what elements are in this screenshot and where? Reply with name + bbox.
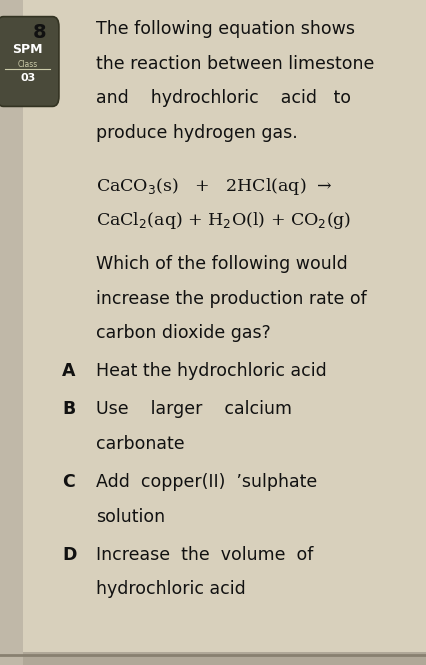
Text: CaCl$_2$(aq) + H$_2$O(l) + CO$_2$(g): CaCl$_2$(aq) + H$_2$O(l) + CO$_2$(g) (96, 210, 351, 231)
Text: solution: solution (96, 507, 165, 525)
Text: CaCO$_3$(s)   +   2HCl(aq)  →: CaCO$_3$(s) + 2HCl(aq) → (96, 176, 332, 197)
Text: Increase  the  volume  of: Increase the volume of (96, 545, 313, 563)
Text: 03: 03 (20, 73, 35, 84)
Text: C: C (62, 473, 75, 491)
Text: produce hydrogen gas.: produce hydrogen gas. (96, 124, 297, 142)
Text: carbon dioxide gas?: carbon dioxide gas? (96, 325, 270, 342)
Text: The following equation shows: The following equation shows (96, 20, 354, 38)
Text: SPM: SPM (12, 43, 43, 57)
Text: 8: 8 (32, 23, 46, 43)
Text: the reaction between limestone: the reaction between limestone (96, 55, 374, 72)
Text: increase the production rate of: increase the production rate of (96, 290, 366, 308)
Text: Which of the following would: Which of the following would (96, 255, 347, 273)
Bar (0, 0, 23, 665)
Text: D: D (62, 545, 76, 563)
Text: B: B (62, 400, 75, 418)
Text: A: A (62, 362, 75, 380)
Text: Class: Class (17, 60, 38, 69)
Text: hydrochloric acid: hydrochloric acid (96, 580, 245, 598)
Text: Heat the hydrochloric acid: Heat the hydrochloric acid (96, 362, 326, 380)
Text: carbonate: carbonate (96, 435, 184, 453)
Text: Add  copper(II)  ʼsulphate: Add copper(II) ʼsulphate (96, 473, 317, 491)
Text: Use    larger    calcium: Use larger calcium (96, 400, 291, 418)
FancyBboxPatch shape (0, 17, 59, 106)
Text: and    hydrochloric    acid   to: and hydrochloric acid to (96, 89, 350, 107)
